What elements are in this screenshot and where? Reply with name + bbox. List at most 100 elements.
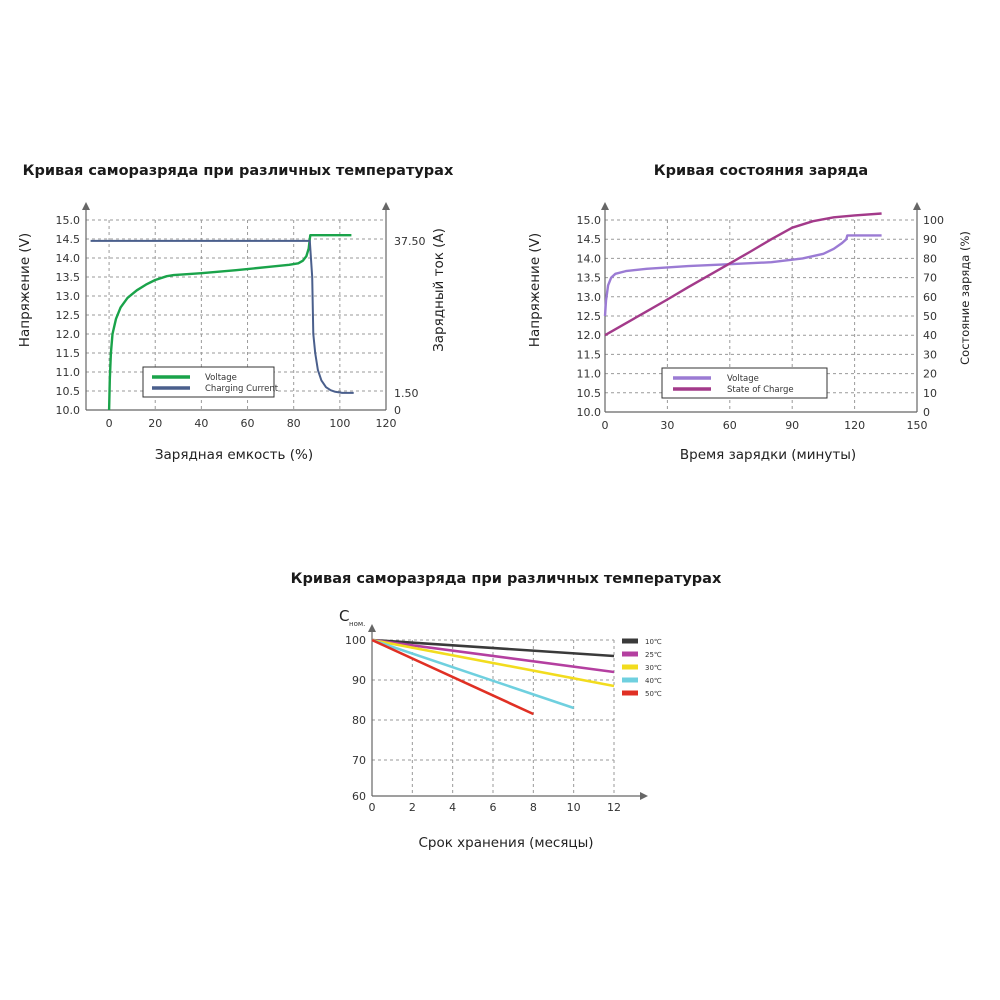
chart2-x-tick: 30 [660,419,674,432]
axis-arrow-up [601,202,609,210]
chart3-title: Кривая саморазряда при различных темпера… [291,571,722,587]
chart2-y-tick: 11.0 [577,368,602,381]
chart1-y2-tick: 1.50 [394,387,419,400]
axis-arrow-up [382,202,390,210]
chart2-y2-tick: 60 [923,291,937,304]
chart3-legend-label: 25℃ [645,651,662,659]
chart2-y2-tick: 70 [923,272,937,285]
chart2-y-tick: 15.0 [577,214,602,227]
chart2-y-tick: 13.5 [577,272,602,285]
axis-arrow-up [82,202,90,210]
chart3-y-tick: 60 [352,790,366,803]
chart1-y2-tick: 37.50 [394,235,426,248]
chart2-y-tick: 14.5 [577,233,602,246]
chart3-series-line [371,638,615,674]
chart2-y-tick: 11.5 [577,348,602,361]
chart3-y-tick: 100 [345,634,366,647]
chart3-y-label-sub: ном. [349,620,365,628]
chart3-x-tick: 4 [449,801,456,814]
chart2-y-label: Напряжение (V) [527,233,543,347]
chart3-legend-swatch [622,690,638,696]
chart3-legend-swatch [622,651,638,657]
chart1-y2-label: Зарядный ток (А) [431,228,447,352]
chart1-series-line-current [90,239,354,394]
chart1-y-tick: 10.0 [56,404,81,417]
chart3-series-line [371,638,575,710]
axis-arrow-up [913,202,921,210]
axis-arrow-right [640,792,648,800]
chart2-y2-tick: 20 [923,368,937,381]
chart3-legend-swatch [622,638,638,644]
chart3-y-tick: 80 [352,714,366,727]
chart3-x-tick: 2 [409,801,416,814]
chart1-legend-label: Voltage [205,373,237,383]
chart2-x-tick: 60 [723,419,737,432]
chart1-y-label: Напряжение (V) [17,233,33,347]
chart2-series-line-soc [604,212,882,337]
chart2-legend-box [661,367,828,399]
chart3-y-tick: 90 [352,674,366,687]
chart2-y2-label: Состояние заряда (%) [958,231,972,365]
chart2-legend-label: State of Charge [727,385,794,395]
chart2-y-tick: 14.0 [577,252,602,265]
chart3-x-tick: 10 [567,801,581,814]
axis-arrow-up [368,624,376,632]
chart3-x-label: Срок хранения (месяцы) [418,835,593,851]
chart3-x-tick: 12 [607,801,621,814]
chart3-x-tick: 6 [490,801,497,814]
chart3-legend-swatch [622,677,638,683]
chart3-legend-label: 50℃ [645,690,662,698]
chart3-legend-label: 40℃ [645,677,662,685]
chart3-legend-label: 30℃ [645,664,662,672]
chart1-y-tick: 11.5 [56,347,81,360]
chart2-x-tick: 120 [844,419,865,432]
chart1-y2-tick: 0 [394,404,401,417]
chart2-y-tick: 10.5 [577,387,602,400]
chart2-legend-label: Voltage [727,374,759,384]
chart1-title: Кривая саморазряда при различных темпера… [23,163,454,179]
chart2-y2-tick: 100 [923,214,944,227]
chart3-legend-swatch [622,664,638,670]
chart2-y2-tick: 0 [923,406,930,419]
chart1-legend-box [142,366,275,398]
chart2-y2-tick: 30 [923,348,937,361]
chart1-series-line-voltage [107,233,352,411]
chart1-y-tick: 15.0 [56,214,81,227]
chart2-series-line-voltage [603,234,882,317]
chart1-y-tick: 12.5 [56,309,81,322]
chart3-x-tick: 8 [530,801,537,814]
chart2-x-label: Время зарядки (минуты) [680,447,856,463]
chart2-y2-tick: 40 [923,329,937,342]
chart1-x-label: Зарядная емкость (%) [155,447,313,463]
chart2-y-tick: 12.5 [577,310,602,323]
chart2-x-tick: 0 [602,419,609,432]
chart1-y-tick: 13.5 [56,271,81,284]
chart2-y-tick: 12.0 [577,329,602,342]
chart1-y-tick: 10.5 [56,385,81,398]
chart3-y-tick: 70 [352,754,366,767]
chart1-y-tick: 13.0 [56,290,81,303]
chart3-legend-label: 10℃ [645,638,662,646]
chart2-x-tick: 150 [907,419,928,432]
chart1-x-tick: 120 [376,417,397,430]
chart1-y-tick: 14.5 [56,233,81,246]
chart1-y-tick: 14.0 [56,252,81,265]
chart3-y-label: C [339,607,349,625]
chart2-y-tick: 13.0 [577,291,602,304]
chart1-x-tick: 40 [194,417,208,430]
chart1-x-tick: 20 [148,417,162,430]
chart1-x-tick: 80 [287,417,301,430]
chart3-series-line [371,638,615,658]
chart2-y2-tick: 50 [923,310,937,323]
chart1-y-tick: 12.0 [56,328,81,341]
chart1-x-tick: 0 [106,417,113,430]
chart3-series-line [371,638,615,688]
chart3-x-tick: 0 [369,801,376,814]
chart2-x-tick: 90 [785,419,799,432]
chart3-series-line [371,638,534,716]
chart2-y2-tick: 90 [923,233,937,246]
chart1-legend-label: Charging Current [205,384,279,394]
chart2-title: Кривая состояния заряда [654,163,868,179]
chart2-y2-tick: 80 [923,252,937,265]
